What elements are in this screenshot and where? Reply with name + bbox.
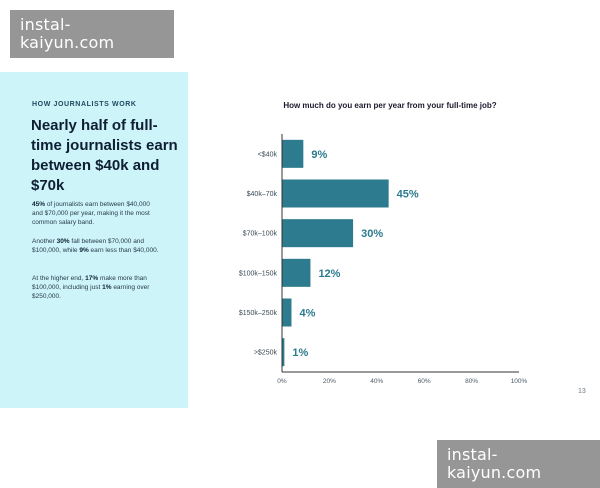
p3-b1: 17%	[85, 275, 99, 282]
sidebar-panel	[0, 72, 188, 408]
paragraph-3: At the higher end, 17% make more than $1…	[32, 274, 160, 301]
bar-4	[282, 298, 292, 327]
x-tick-label-3: 60%	[418, 378, 431, 385]
bar-3	[282, 258, 311, 287]
p3-d: earning over $250,000.	[32, 284, 150, 300]
bar-0	[282, 139, 304, 168]
x-tick-label-2: 40%	[370, 378, 383, 385]
bar-5	[282, 338, 285, 367]
category-label-2: $70k–100k	[243, 231, 278, 238]
x-tick-label-5: 100%	[511, 378, 528, 385]
p1-rest: of journalists earn between $40,000 and …	[32, 201, 150, 226]
chart-title: How much do you earn per year from your …	[283, 101, 497, 110]
x-tick-label-4: 80%	[465, 378, 478, 385]
p2-c: fall between $70,000 and $100,000, while	[32, 238, 145, 254]
headline: Nearly half of full-time journalists ear…	[31, 117, 178, 194]
bar-1	[282, 179, 389, 208]
p3-b2: 1%	[102, 284, 112, 291]
category-label-5: >$250k	[254, 350, 278, 357]
bar-2	[282, 219, 354, 248]
p2-b1: 30%	[56, 238, 70, 245]
page-number: 13	[578, 388, 586, 395]
value-label-3: 12%	[318, 268, 340, 280]
watermark-top: instal-kaiyun.com	[10, 10, 174, 58]
category-label-0: <$40k	[258, 151, 278, 158]
p3-c: make more than $100,000, including just	[32, 275, 147, 291]
value-label-0: 9%	[311, 149, 327, 161]
category-label-4: $150k–250k	[239, 310, 278, 317]
watermark-bottom: instal-kaiyun.com	[437, 440, 600, 488]
p2-b2: 9%	[79, 247, 89, 254]
x-tick-label-0: 0%	[277, 378, 287, 385]
x-tick-label-1: 20%	[323, 378, 336, 385]
p1-strong: 45%	[32, 201, 46, 208]
paragraph-1: 45% of journalists earn between $40,000 …	[32, 200, 160, 227]
value-label-1: 45%	[397, 189, 419, 201]
p3-a: At the higher end,	[32, 275, 86, 282]
p2-d: earn less than $40,000.	[88, 247, 159, 254]
p2-a: Another	[32, 238, 57, 245]
value-label-5: 1%	[292, 347, 308, 359]
paragraph-2: Another 30% fall between $70,000 and $10…	[32, 237, 160, 255]
category-label-1: $40k–70k	[247, 191, 278, 198]
section-kicker: HOW JOURNALISTS WORK	[32, 101, 137, 108]
value-label-2: 30%	[361, 228, 383, 240]
category-label-3: $100k–150k	[239, 270, 278, 277]
value-label-4: 4%	[299, 308, 315, 320]
